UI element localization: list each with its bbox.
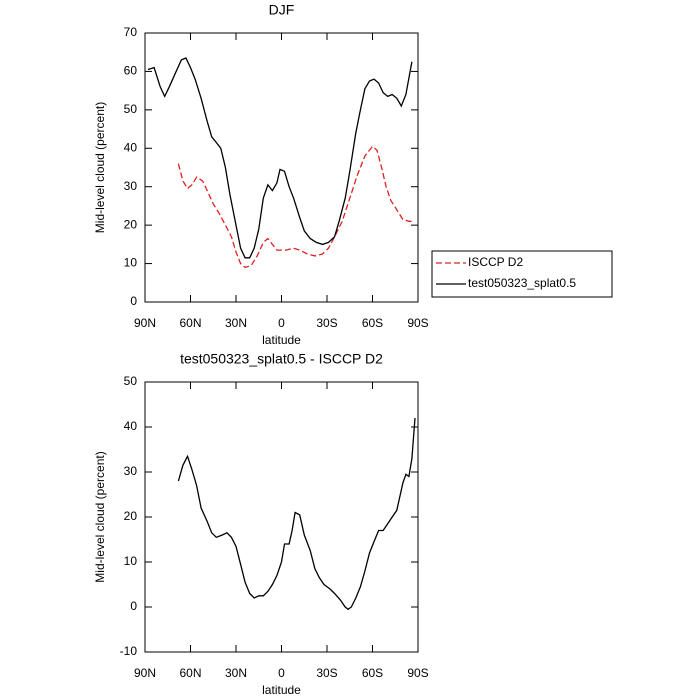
chart-title: DJF — [269, 2, 295, 18]
y-tick-label: 0 — [130, 599, 137, 613]
x-tick-label: 0 — [278, 666, 285, 680]
plot-frame — [144, 381, 419, 653]
legend-box — [431, 250, 613, 298]
x-tick-label: 30S — [316, 316, 337, 330]
plot-frame — [144, 32, 419, 303]
y-tick-label: 40 — [124, 140, 138, 154]
legend-label: ISCCP D2 — [468, 255, 523, 269]
y-tick-label: -10 — [120, 644, 138, 658]
x-tick-label: 60S — [362, 666, 383, 680]
x-tick-label: 90S — [407, 316, 428, 330]
x-tick-label: 0 — [278, 316, 285, 330]
data-line — [147, 57, 413, 259]
y-tick-label: 20 — [124, 509, 138, 523]
x-axis-label: latitude — [262, 333, 301, 347]
x-tick-label: 90S — [407, 666, 428, 680]
y-tick-label: 70 — [124, 25, 138, 39]
x-tick-label: 30S — [316, 666, 337, 680]
y-tick-label: 10 — [124, 554, 138, 568]
x-axis-label: latitude — [262, 683, 301, 697]
x-tick-label: 90N — [134, 666, 156, 680]
y-tick-label: 50 — [124, 102, 138, 116]
y-tick-label: 30 — [124, 179, 138, 193]
x-tick-label: 30N — [225, 316, 247, 330]
x-tick-label: 60S — [362, 316, 383, 330]
x-tick-label: 30N — [225, 666, 247, 680]
y-tick-label: 50 — [124, 374, 138, 388]
legend-label: test050323_splat0.5 — [468, 276, 576, 290]
data-line — [177, 417, 416, 611]
y-axis-label: Mid-level cloud (percent) — [93, 451, 107, 582]
x-tick-label: 90N — [134, 316, 156, 330]
data-line — [177, 145, 412, 269]
y-axis-label: Mid-level cloud (percent) — [93, 102, 107, 233]
x-tick-label: 60N — [179, 316, 201, 330]
y-tick-label: 20 — [124, 217, 138, 231]
y-tick-label: 60 — [124, 64, 138, 78]
y-tick-label: 10 — [124, 256, 138, 270]
chart-title: test050323_splat0.5 - ISCCP D2 — [180, 351, 383, 367]
y-tick-label: 40 — [124, 419, 138, 433]
y-tick-label: 0 — [130, 294, 137, 308]
x-tick-label: 60N — [179, 666, 201, 680]
y-tick-label: 30 — [124, 464, 138, 478]
